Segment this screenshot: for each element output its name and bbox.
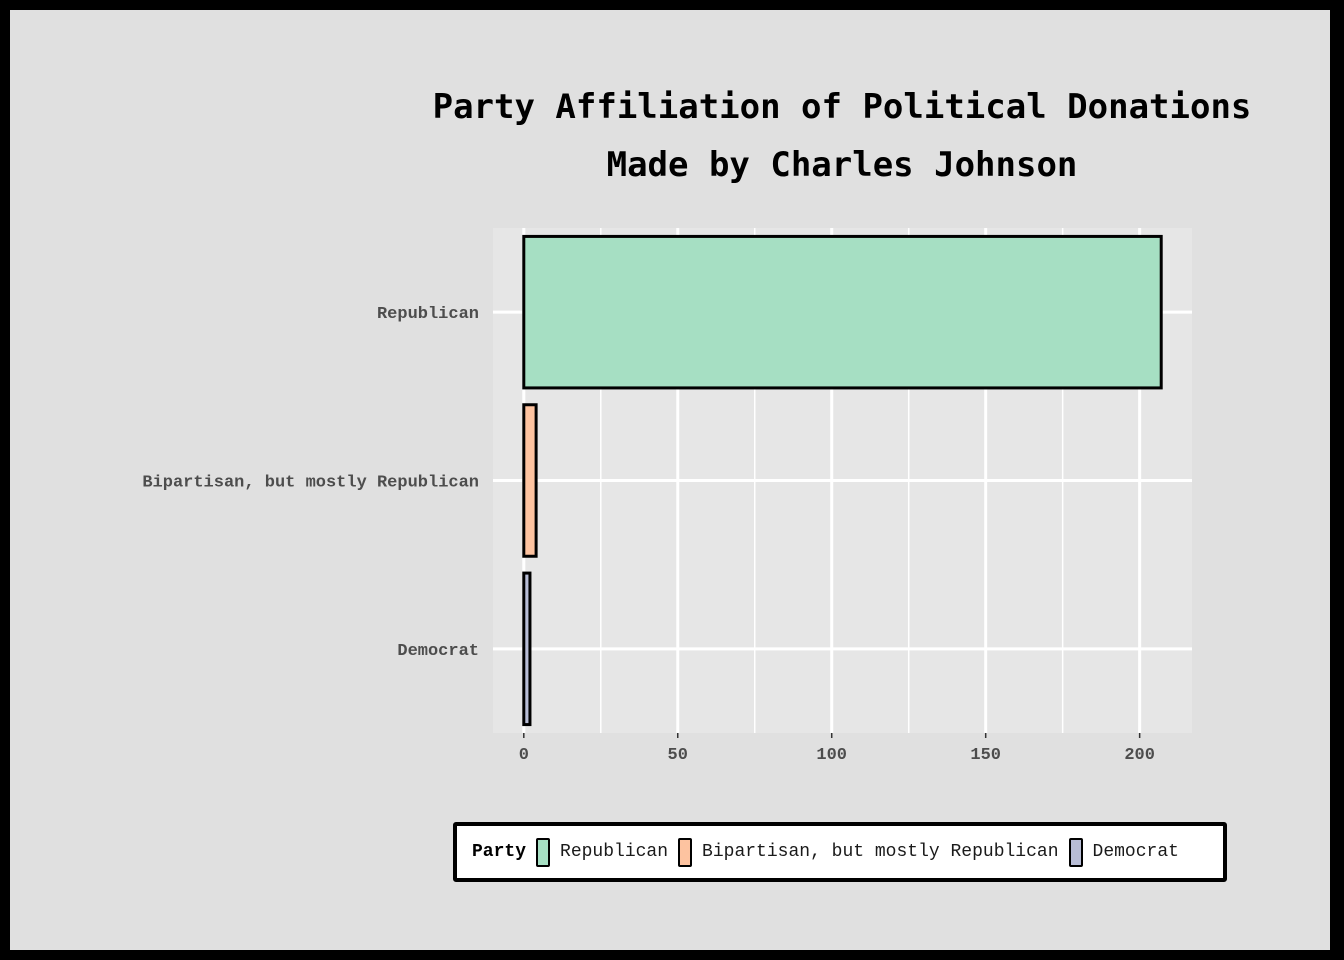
legend-key-democrat	[1068, 837, 1083, 867]
y-tick-label: Republican	[377, 305, 479, 324]
chart-title-line-1: Party Affiliation of Political Donations	[432, 87, 1252, 127]
x-tick-label: 150	[970, 746, 1001, 765]
x-tick-label: 200	[1124, 746, 1155, 765]
legend-item-democrat: Democrat	[1068, 837, 1179, 867]
legend-label-democrat: Democrat	[1092, 842, 1179, 862]
bar-3	[522, 571, 532, 727]
legend-title: Party	[472, 842, 527, 862]
legend: Party Republican Bipartisan, but mostly …	[453, 822, 1227, 882]
legend-item-republican: Republican	[536, 837, 669, 867]
legend-item-bipartisan: Bipartisan, but mostly Republican	[678, 837, 1059, 867]
legend-key-bipartisan	[678, 837, 693, 867]
legend-label-bipartisan: Bipartisan, but mostly Republican	[702, 842, 1059, 862]
y-tick-label: Democrat	[397, 642, 479, 661]
legend-label-republican: Republican	[560, 842, 669, 862]
x-tick-label: 100	[816, 746, 847, 765]
x-tick-label: 50	[668, 746, 688, 765]
y-tick-label: Bipartisan, but mostly Republican	[142, 474, 479, 493]
bar-1	[522, 234, 1163, 390]
chart-title: Party Affiliation of Political Donations…	[340, 78, 1344, 194]
legend-key-republican	[536, 837, 551, 867]
chart-title-line-2: Made by Charles Johnson	[606, 145, 1078, 185]
bar-2	[522, 403, 538, 558]
x-tick-label: 0	[519, 746, 529, 765]
